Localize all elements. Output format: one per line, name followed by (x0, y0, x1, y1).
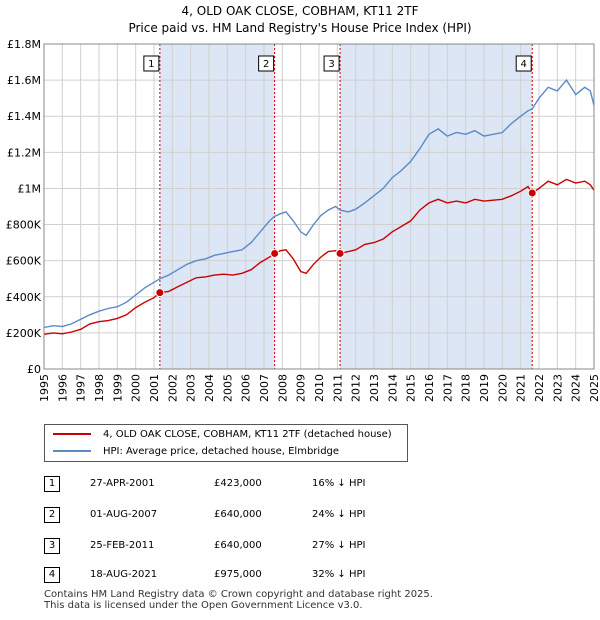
transaction-date: 01-AUG-2007 (90, 509, 158, 520)
legend-item-property: 4, OLD OAK CLOSE, COBHAM, KT11 2TF (deta… (53, 427, 392, 443)
sale-number-label: 3 (328, 59, 334, 70)
y-tick-label: £1.2M (7, 146, 41, 159)
sale-point (270, 248, 280, 258)
x-tick-label: 2016 (423, 374, 436, 402)
footer-copyright: Contains HM Land Registry data © Crown c… (44, 589, 433, 600)
transaction-date: 25-FEB-2011 (90, 540, 155, 551)
x-tick-label: 2018 (460, 374, 473, 402)
transaction-number: 1 (44, 476, 60, 492)
chart-subtitle: Price paid vs. HM Land Registry's House … (128, 21, 472, 35)
transaction-row: 3 25-FEB-2011 £640,000 27% ↓ HPI (44, 536, 484, 556)
property-series-line (43, 178, 595, 335)
transaction-number: 2 (44, 507, 60, 523)
sale-number-box (323, 55, 340, 72)
hpi-series-line (43, 78, 595, 329)
transaction-hpi: 24% ↓ HPI (312, 509, 366, 520)
plot-frame (43, 43, 595, 370)
y-tick-label: £400K (6, 291, 42, 304)
x-tick-label: 1999 (111, 374, 124, 402)
legend-item-hpi: HPI: Average price, detached house, Elmb… (53, 444, 339, 460)
y-tick-label: £600K (6, 255, 42, 268)
x-tick-label: 2010 (313, 374, 326, 402)
sale-number-box (258, 55, 275, 72)
x-tick-label: 2007 (258, 374, 271, 402)
transaction-row: 2 01-AUG-2007 £640,000 24% ↓ HPI (44, 505, 484, 525)
transaction-price: £423,000 (214, 478, 262, 489)
sale-number-box (143, 55, 160, 72)
x-tick-label: 1996 (56, 374, 69, 402)
sale-number-label: 1 (148, 59, 154, 70)
transaction-price: £975,000 (214, 569, 262, 580)
x-tick-label: 2006 (240, 374, 253, 402)
x-tick-label: 2013 (368, 374, 381, 402)
transaction-number: 3 (44, 538, 60, 554)
price-chart: £0 £200K £400K £600K £800K £1M £1.2M £1.4M £1.6M… (6, 38, 600, 402)
legend-label-property: 4, OLD OAK CLOSE, COBHAM, KT11 2TF (deta… (103, 429, 392, 440)
x-tick-label: 2024 (570, 374, 583, 402)
transaction-row: 4 18-AUG-2021 £975,000 32% ↓ HPI (44, 565, 484, 585)
x-tick-label: 2002 (166, 374, 179, 402)
transaction-price: £640,000 (214, 509, 262, 520)
x-tick-label: 2025 (588, 374, 600, 402)
x-tick-label: 2001 (148, 374, 161, 402)
transaction-hpi: 27% ↓ HPI (312, 540, 366, 551)
x-tick-label: 2004 (203, 374, 216, 402)
x-tick-label: 2008 (276, 374, 289, 402)
x-tick-label: 2014 (386, 374, 399, 402)
transaction-hpi: 32% ↓ HPI (312, 569, 366, 580)
transaction-row: 1 27-APR-2001 £423,000 16% ↓ HPI (44, 474, 484, 494)
x-tick-label: 2015 (405, 374, 418, 402)
sale-number-label: 2 (263, 59, 269, 70)
transaction-date: 18-AUG-2021 (90, 569, 158, 580)
shaded-period (159, 44, 275, 369)
sale-point (155, 288, 165, 298)
x-tick-label: 1995 (38, 374, 51, 402)
transaction-date: 27-APR-2001 (90, 478, 155, 489)
sale-point (527, 188, 537, 198)
sale-number-label: 4 (521, 59, 527, 70)
y-tick-label: £1.4M (7, 110, 41, 123)
y-tick-label: £800K (6, 219, 42, 232)
footer-licence: This data is licensed under the Open Gov… (44, 600, 363, 611)
y-tick-label: £200K (6, 327, 42, 340)
legend-label-hpi: HPI: Average price, detached house, Elmb… (103, 446, 340, 457)
legend-swatch-hpi (53, 450, 91, 452)
chart-title: 4, OLD OAK CLOSE, COBHAM, KT11 2TF (181, 4, 419, 18)
x-tick-label: 1997 (75, 374, 88, 402)
x-tick-label: 2009 (295, 374, 308, 402)
transaction-hpi: 16% ↓ HPI (312, 478, 366, 489)
transaction-price: £640,000 (214, 540, 262, 551)
x-tick-label: 2022 (533, 374, 546, 402)
y-tick-label: £1.8M (7, 38, 41, 51)
x-tick-label: 2023 (551, 374, 564, 402)
x-tick-label: 2005 (221, 374, 234, 402)
x-tick-label: 2012 (350, 374, 363, 402)
x-tick-label: 2021 (515, 374, 528, 402)
x-tick-label: 1998 (93, 374, 106, 402)
x-tick-label: 2020 (496, 374, 509, 402)
x-tick-label: 2011 (331, 374, 344, 402)
y-tick-label: £1M (18, 182, 42, 195)
sale-number-box (515, 55, 532, 72)
x-tick-label: 2003 (185, 374, 198, 402)
y-tick-label: £1.6M (7, 74, 41, 87)
y-tick-label: £0 (27, 363, 41, 376)
legend-swatch-property (53, 433, 91, 435)
shaded-period (340, 44, 533, 369)
x-tick-label: 2000 (130, 374, 143, 402)
x-tick-label: 2019 (478, 374, 491, 402)
transaction-number: 4 (44, 567, 60, 583)
x-tick-label: 2017 (441, 374, 454, 402)
legend: 4, OLD OAK CLOSE, COBHAM, KT11 2TF (deta… (44, 424, 408, 462)
sale-point (335, 248, 345, 258)
